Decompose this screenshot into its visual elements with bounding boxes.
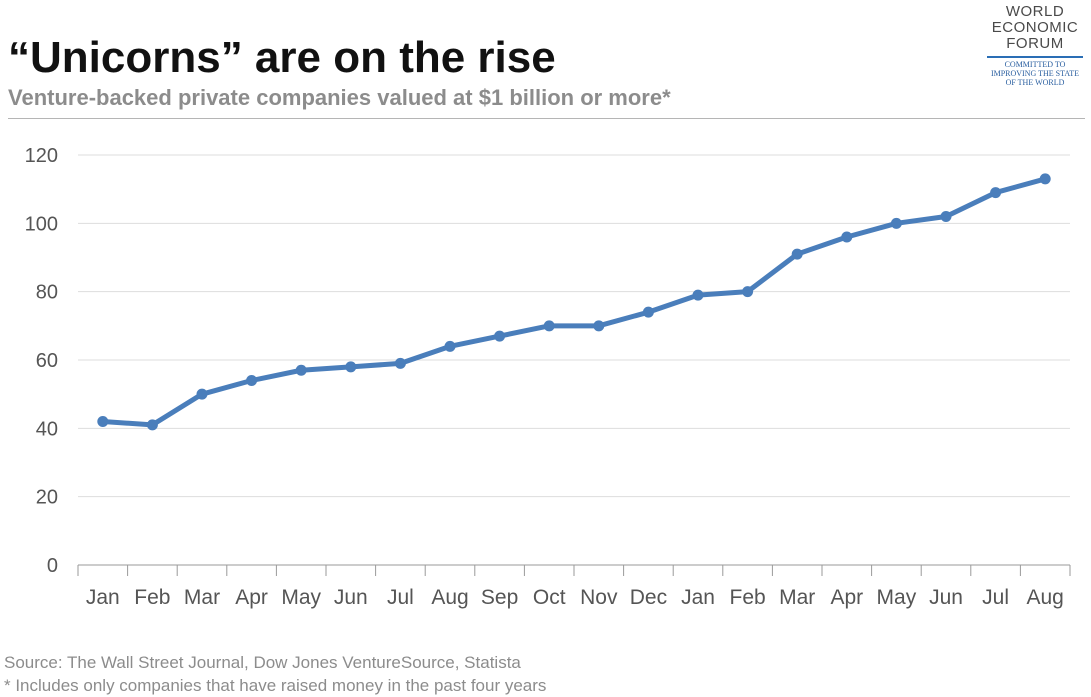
y-tick-label: 20 <box>36 487 58 509</box>
chart-subtitle: Venture-backed private companies valued … <box>8 85 671 110</box>
y-tick-label: 60 <box>36 350 58 372</box>
title-divider <box>8 118 1085 119</box>
x-tick-label: May <box>877 586 917 609</box>
data-point <box>196 388 208 400</box>
data-point <box>742 286 754 298</box>
footnote: * Includes only companies that have rais… <box>4 676 547 695</box>
data-point <box>692 289 704 301</box>
source-note: Source: The Wall Street Journal, Dow Jon… <box>4 653 521 672</box>
x-tick-label: Sep <box>481 586 518 609</box>
data-point <box>791 248 803 260</box>
x-tick-label: Aug <box>1027 586 1064 609</box>
logo-bar <box>987 56 1083 58</box>
data-point <box>593 320 605 332</box>
data-point <box>295 364 307 376</box>
x-tick-label: Jan <box>86 586 120 609</box>
x-tick-label: Apr <box>235 586 268 609</box>
x-tick-label: Nov <box>580 586 618 609</box>
x-tick-label: Feb <box>730 586 766 609</box>
x-tick-label: Oct <box>533 586 566 609</box>
x-tick-label: Jul <box>387 586 414 609</box>
logo-line-2: ECONOMIC <box>991 19 1079 36</box>
chart-title: “Unicorns” are on the rise <box>8 33 556 82</box>
data-point <box>97 416 109 427</box>
x-tick-label: Aug <box>431 586 468 609</box>
x-tick-label: Mar <box>184 586 220 609</box>
x-tick-label: Jul <box>982 586 1009 609</box>
logo-line-1: WORLD <box>1005 3 1065 20</box>
x-tick-label: Jun <box>929 586 963 609</box>
data-point <box>642 306 654 318</box>
y-tick-label: 40 <box>36 418 58 440</box>
data-point <box>246 375 258 386</box>
x-tick-label: Jan <box>681 586 715 609</box>
data-point <box>345 361 357 373</box>
y-tick-label: 0 <box>47 555 58 577</box>
y-tick-label: 100 <box>25 213 58 235</box>
logo-tagline-1: COMMITTED TO <box>1004 60 1066 69</box>
logo-tagline-2: IMPROVING THE STATE <box>990 69 1080 78</box>
wef-logo: WORLD ECONOMIC FORUM COMMITTED TO IMPROV… <box>982 4 1088 112</box>
data-point <box>1039 173 1051 185</box>
data-point <box>990 187 1002 199</box>
logo-line-3: FORUM <box>1006 35 1064 52</box>
data-point <box>494 330 506 342</box>
x-tick-label: Feb <box>134 586 170 609</box>
data-point <box>146 419 158 431</box>
logo-tagline-3: OF THE WORLD <box>1005 78 1065 87</box>
y-tick-label: 80 <box>36 282 58 304</box>
series-line <box>100 176 1048 428</box>
x-tick-label: Jun <box>334 586 368 609</box>
y-tick-label: 120 <box>25 145 58 167</box>
data-point <box>543 320 555 332</box>
data-point <box>444 340 456 352</box>
x-tick-label: Dec <box>630 586 667 609</box>
x-tick-label: Mar <box>779 586 815 609</box>
data-point <box>841 231 853 243</box>
data-point <box>890 217 902 229</box>
data-point <box>940 211 952 222</box>
x-tick-label: Apr <box>830 586 863 609</box>
x-tick-label: May <box>281 586 321 609</box>
data-point <box>394 357 406 369</box>
